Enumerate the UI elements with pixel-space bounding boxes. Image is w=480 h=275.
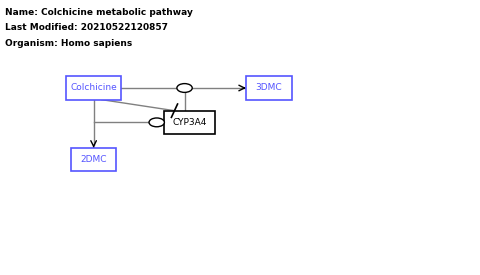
Bar [164,111,215,134]
Text: Name: Colchicine metabolic pathway: Name: Colchicine metabolic pathway [5,8,192,17]
Text: CYP3A4: CYP3A4 [172,118,207,127]
Circle shape [177,84,192,92]
Circle shape [149,118,164,127]
Bar [71,148,117,171]
Text: Colchicine: Colchicine [70,84,117,92]
Bar [246,76,292,100]
Text: 3DMC: 3DMC [255,84,282,92]
Text: Organism: Homo sapiens: Organism: Homo sapiens [5,39,132,48]
Text: 2DMC: 2DMC [80,155,107,164]
Bar [66,76,121,100]
Text: Last Modified: 20210522120857: Last Modified: 20210522120857 [5,23,168,32]
